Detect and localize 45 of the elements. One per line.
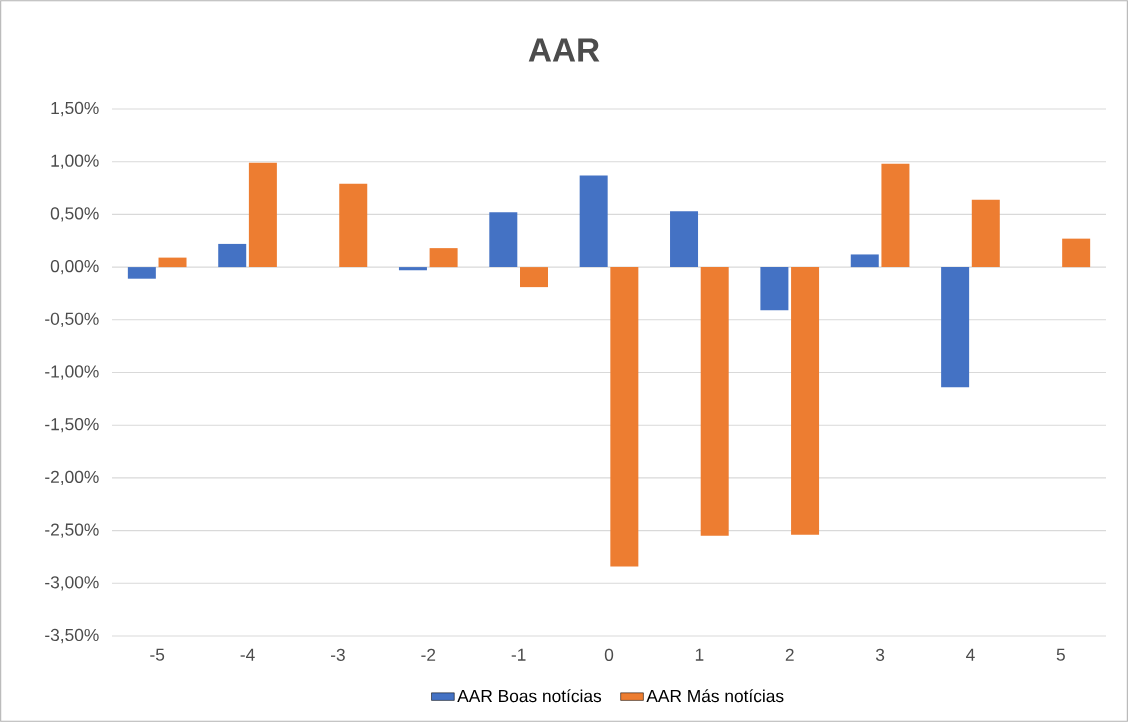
bar [610, 267, 639, 567]
y-tick-label: 1,50% [51, 101, 99, 117]
y-tick-label: 0,00% [50, 259, 99, 275]
chart-title: AAR [528, 38, 600, 62]
x-tick-label: 1 [695, 648, 704, 661]
x-tick-label: 0 [604, 648, 614, 661]
x-tick-label: 2 [785, 648, 794, 661]
x-tick-label: 4 [966, 648, 975, 661]
bar [881, 163, 910, 268]
legend-label: AAR Boas notícias [457, 689, 602, 703]
bar [850, 254, 879, 268]
bar [398, 267, 427, 271]
x-tick-label: 3 [875, 648, 885, 661]
bar [519, 267, 548, 288]
x-tick-label: -4 [240, 648, 255, 661]
x-tick-label: -1 [511, 648, 526, 661]
bar [670, 211, 699, 268]
bar [760, 267, 789, 311]
bar [791, 267, 820, 535]
y-tick-label: 0,50% [50, 207, 99, 222]
y-tick-label: -2,00% [45, 470, 99, 486]
bar [127, 267, 156, 279]
y-tick-label: -3,50% [45, 628, 99, 644]
bar [158, 257, 187, 268]
bar [700, 267, 729, 536]
bar [429, 248, 458, 268]
y-tick-label: -1,00% [45, 365, 99, 380]
bar [248, 162, 277, 268]
bar [971, 199, 1000, 268]
y-tick-label: -0,50% [45, 312, 99, 327]
bar [941, 267, 970, 388]
y-tick-label: 1,00% [51, 154, 99, 169]
y-tick-label: -3,00% [45, 576, 99, 591]
x-tick-label: -5 [150, 648, 165, 661]
x-tick-label: 5 [1056, 648, 1065, 661]
bar [339, 183, 368, 268]
legend-label: AAR Más notícias [646, 689, 784, 703]
y-tick-label: -1,50% [45, 418, 99, 433]
bar [489, 212, 518, 268]
x-tick-label: -2 [421, 648, 436, 661]
bar [218, 243, 247, 268]
x-tick-label: -3 [330, 648, 345, 661]
bar [1062, 238, 1091, 268]
bar [579, 175, 608, 268]
y-tick-label: -2,50% [45, 523, 99, 538]
